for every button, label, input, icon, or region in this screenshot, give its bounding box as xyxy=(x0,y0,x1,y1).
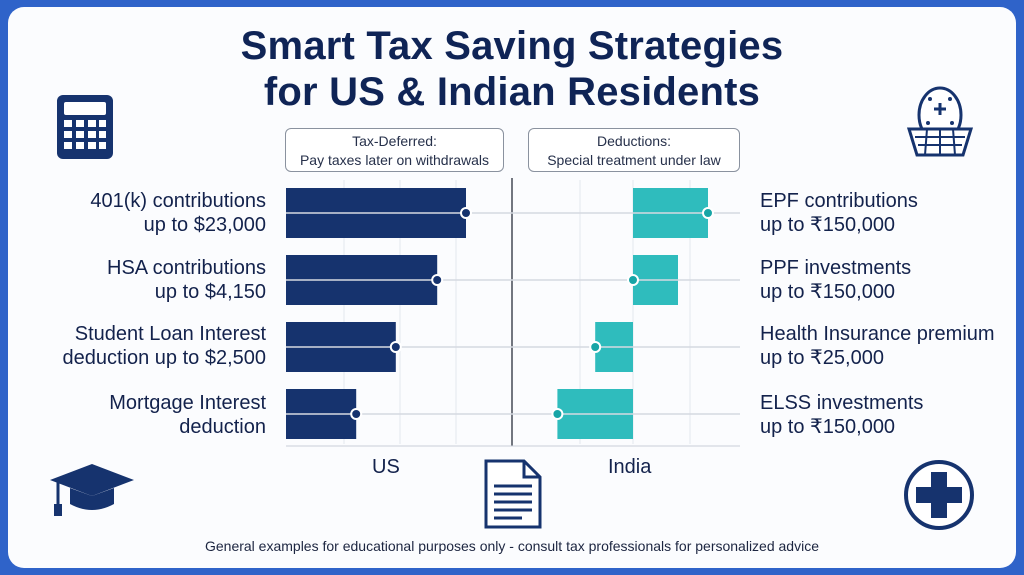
us-dot-3 xyxy=(350,408,363,420)
graduation-cap-icon xyxy=(50,464,134,516)
us-axis-label: US xyxy=(372,456,400,478)
us-label-0: 401(k) contributions up to $23,000 xyxy=(0,189,266,237)
india-label-1: PPF investments up to ₹150,000 xyxy=(760,256,1020,304)
india-label-2-line2: up to ₹25,000 xyxy=(760,347,884,369)
us-label-1-line1: HSA contributions xyxy=(107,257,266,279)
us-label-2: Student Loan Interest deduction up to $2… xyxy=(0,322,266,370)
india-dot-2 xyxy=(589,341,602,353)
india-label-0-line1: EPF contributions xyxy=(760,190,918,212)
medical-cross-icon xyxy=(904,460,974,530)
us-dot-2 xyxy=(389,341,402,353)
india-label-3: ELSS investments up to ₹150,000 xyxy=(760,391,1020,439)
us-label-1-line2: up to $4,150 xyxy=(154,281,266,303)
india-dot-0 xyxy=(702,207,714,219)
us-dot-1 xyxy=(431,274,444,286)
title-line-1: Smart Tax Saving Strategies xyxy=(240,24,784,68)
india-label-3-line1: ELSS investments xyxy=(760,392,924,414)
us-category-box: Tax-Deferred: Pay taxes later on withdra… xyxy=(285,128,504,172)
us-label-0-line1: 401(k) contributions xyxy=(90,190,266,212)
title-line-2: for US & Indian Residents xyxy=(263,70,761,114)
india-label-3-line2: up to ₹150,000 xyxy=(760,416,896,438)
india-label-0: EPF contributions up to ₹150,000 xyxy=(760,189,1020,237)
us-label-1: HSA contributions up to $4,150 xyxy=(0,256,266,304)
india-label-2: Health Insurance premium up to ₹25,000 xyxy=(760,322,1020,370)
us-label-3: Mortgage Interest deduction xyxy=(0,391,266,439)
us-label-3-line2: deduction xyxy=(179,416,266,438)
india-dot-1 xyxy=(627,274,639,286)
nest-egg-icon xyxy=(906,86,974,157)
us-label-0-line2: up to $23,000 xyxy=(143,214,266,236)
us-label-3-line1: Mortgage Interest xyxy=(109,392,266,414)
us-category-title: Tax-Deferred: xyxy=(352,133,437,149)
us-dot-0 xyxy=(460,207,472,219)
india-label-1-line2: up to ₹150,000 xyxy=(760,281,896,303)
us-label-2-line2: deduction up to $2,500 xyxy=(62,347,266,369)
india-label-0-line2: up to ₹150,000 xyxy=(760,214,896,236)
india-dot-3 xyxy=(551,408,564,420)
calculator-icon xyxy=(57,95,113,159)
footnote: General examples for educational purpose… xyxy=(204,538,819,554)
india-label-1-line1: PPF investments xyxy=(760,257,912,279)
india-axis-label: India xyxy=(608,456,652,478)
india-category-box: Deductions: Special treatment under law xyxy=(528,128,740,172)
india-category-title: Deductions: xyxy=(597,133,671,149)
us-label-2-line1: Student Loan Interest xyxy=(74,323,266,345)
india-label-2-line1: Health Insurance premium xyxy=(760,323,995,345)
document-icon xyxy=(484,459,542,529)
us-category-desc: Pay taxes later on withdrawals xyxy=(299,152,490,168)
india-category-desc: Special treatment under law xyxy=(547,152,721,168)
